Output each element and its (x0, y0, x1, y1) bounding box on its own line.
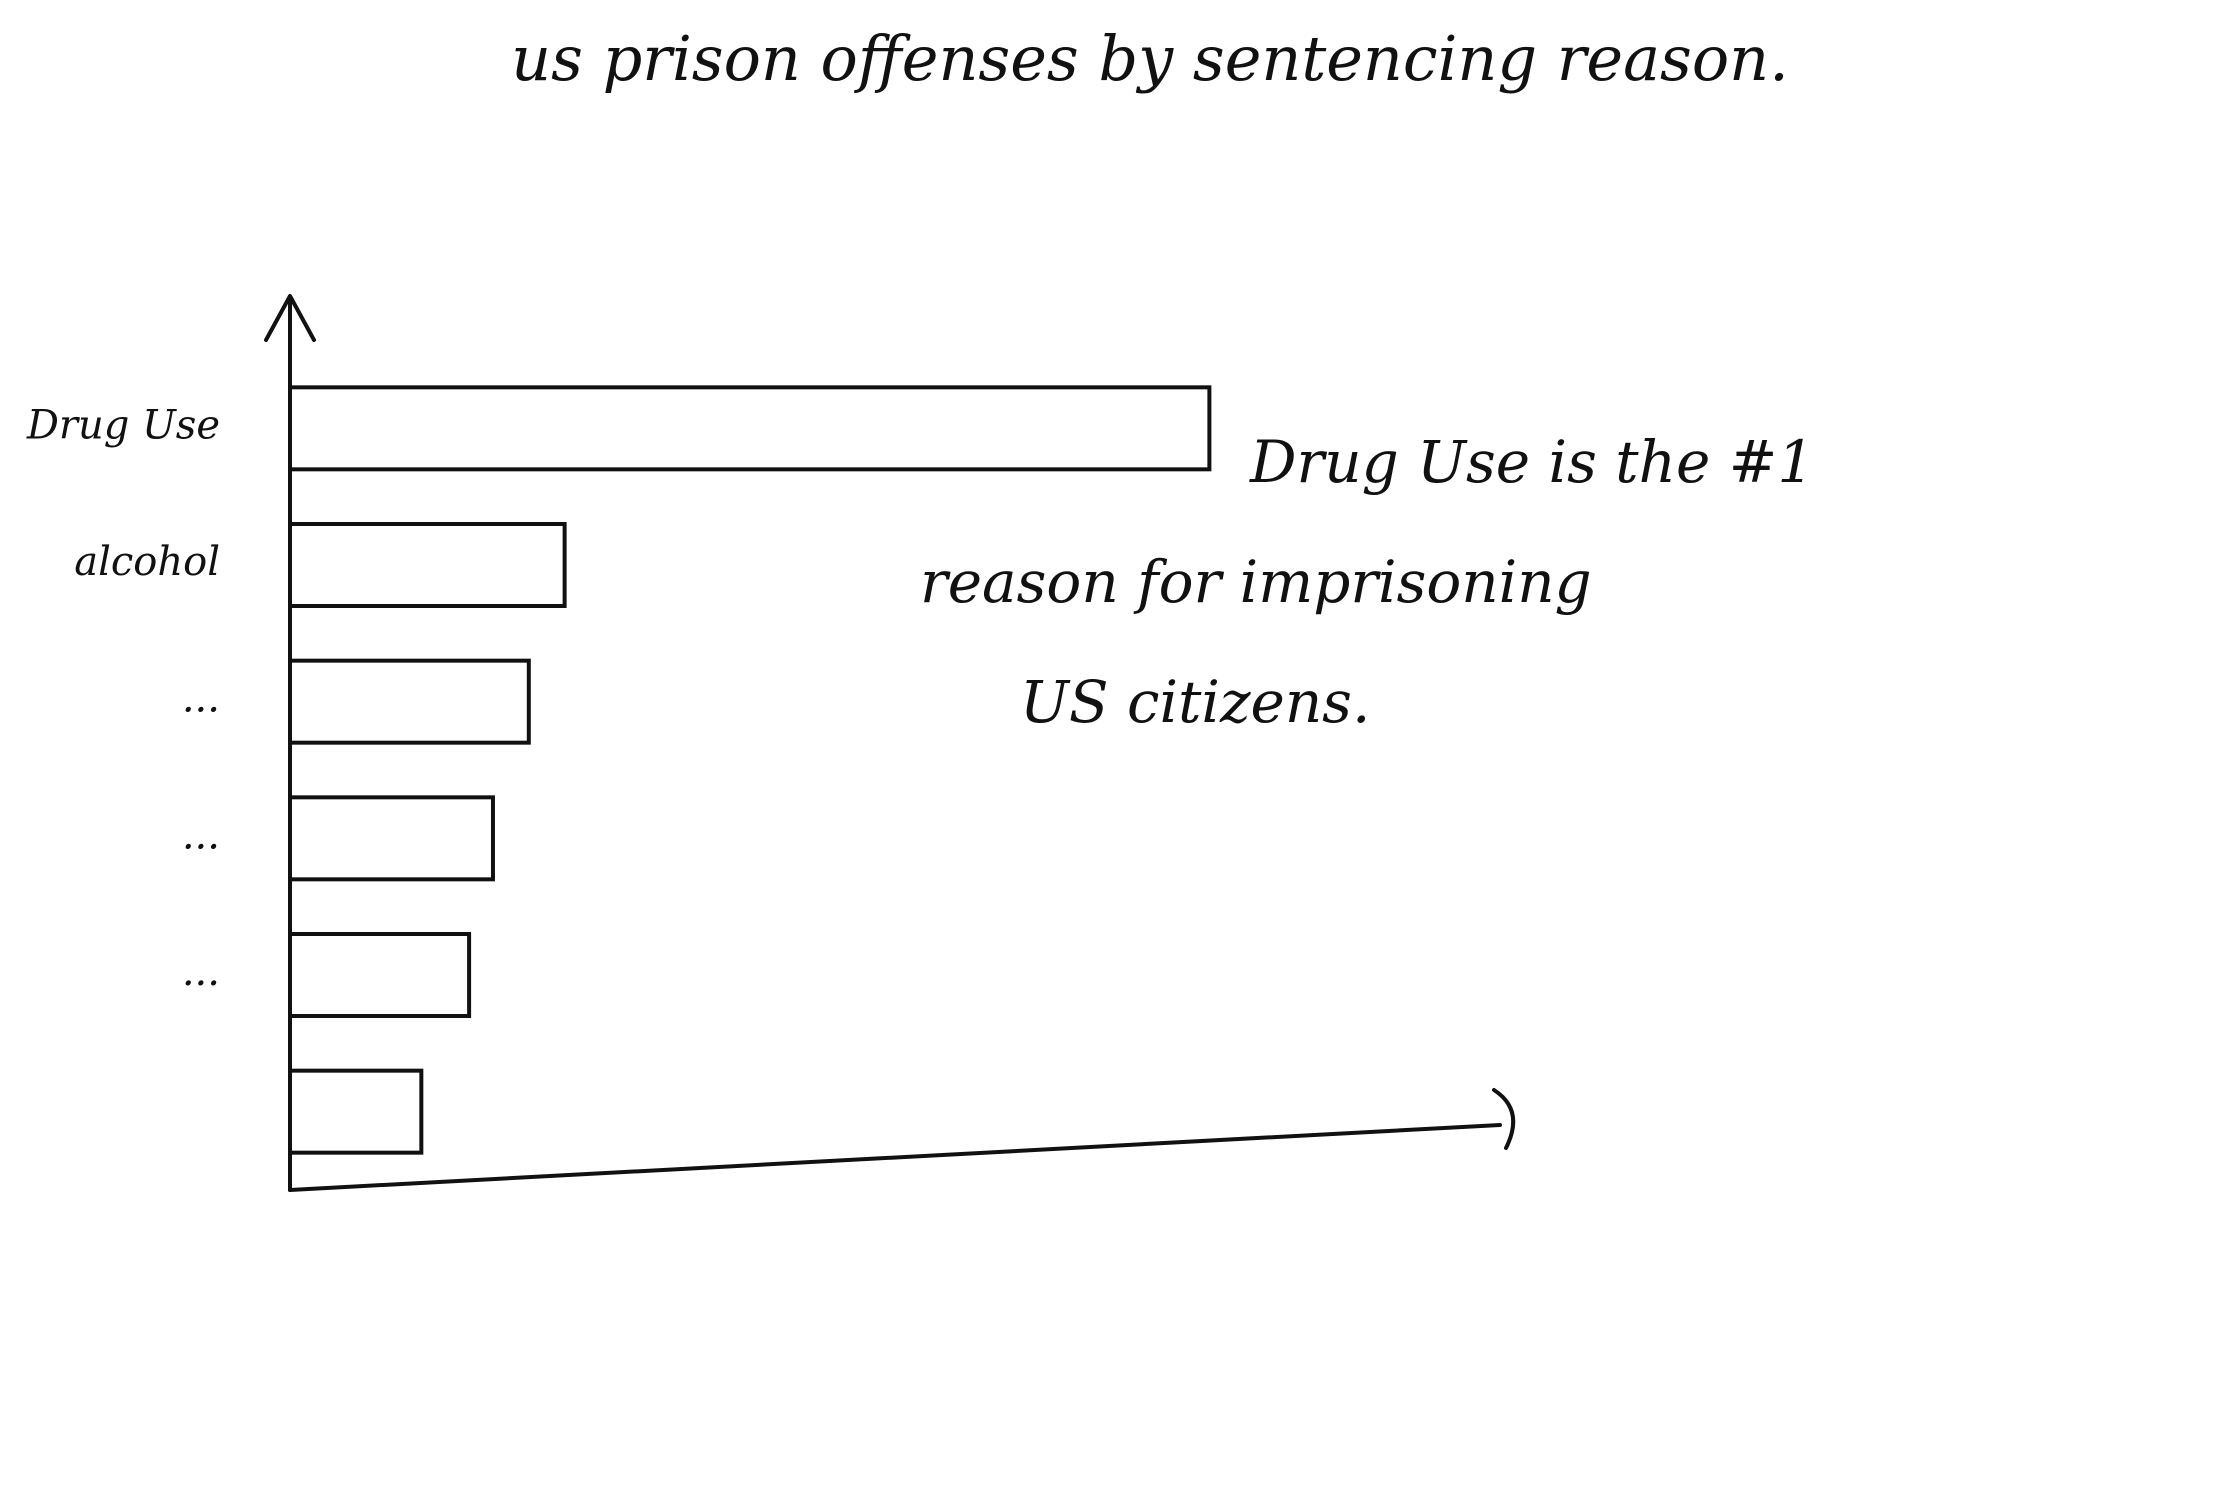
bar (288, 522, 567, 608)
bar (288, 932, 472, 1018)
annotation-line: reason for imprisoning (920, 548, 1592, 616)
bar (288, 385, 1212, 472)
x-axis-arrow (1492, 1088, 1516, 1150)
x-axis (288, 1123, 1502, 1192)
bar (288, 795, 495, 882)
annotation-line: Drug Use is the #1 (1249, 428, 1814, 496)
bar (288, 658, 531, 745)
annotation: Drug Use is the #1 reason for imprisoning… (920, 428, 1814, 736)
y-tick-label: Drug Use (26, 402, 220, 448)
y-tick-label: alcohol (74, 539, 220, 585)
chart-title: us prison offenses by sentencing reason. (511, 22, 1789, 95)
annotation-line: US citizens. (1020, 668, 1370, 736)
y-axis-arrow (264, 294, 316, 342)
y-tick-label: ... (182, 812, 220, 858)
bar (288, 1068, 424, 1155)
y-tick-label: ... (182, 676, 220, 722)
y-tick-label: ... (182, 949, 220, 995)
